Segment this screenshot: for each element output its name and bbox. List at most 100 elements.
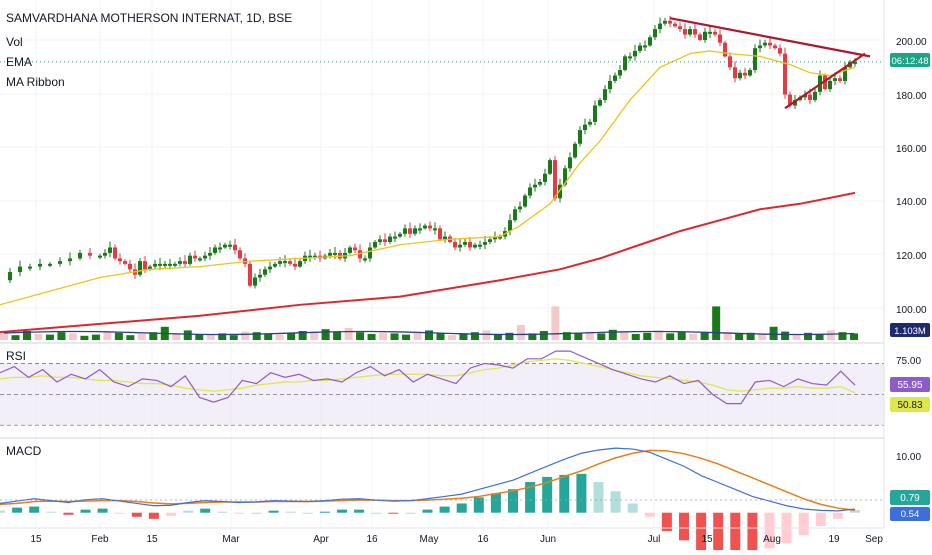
candle-body <box>113 247 117 259</box>
candle-body <box>518 206 522 210</box>
rsi-line <box>0 350 856 405</box>
candle-body <box>28 266 32 269</box>
candle-body <box>393 236 397 239</box>
macd-hist-bar <box>183 510 194 513</box>
legend-vol[interactable]: Vol <box>6 35 23 49</box>
macd-hist-bar <box>166 512 176 516</box>
candle-body <box>248 263 252 286</box>
candle-body <box>408 228 412 234</box>
candle-body <box>668 20 672 24</box>
macd-hist-bar <box>302 512 313 514</box>
candle-body <box>728 56 732 68</box>
volume-bar <box>379 332 388 340</box>
legend-ma-ribbon[interactable]: MA Ribbon <box>6 75 65 89</box>
ma200-line <box>0 191 856 334</box>
candle-body <box>423 225 427 229</box>
countdown-badge <box>890 53 930 67</box>
volume-bar <box>631 334 640 340</box>
candle-body <box>283 261 287 264</box>
volume-bar <box>792 334 801 340</box>
candle-body <box>578 130 582 144</box>
candle-body <box>593 105 597 122</box>
macd-hist-bar <box>559 474 570 513</box>
candle-body <box>48 263 52 266</box>
candle-body <box>563 168 567 185</box>
candle-body <box>708 31 712 34</box>
candle-body <box>453 242 457 248</box>
candle-body <box>653 29 657 38</box>
candle-body <box>598 100 602 106</box>
candle-body <box>778 48 782 54</box>
volume-bar <box>608 329 617 340</box>
volume-bar <box>367 334 376 340</box>
candle-body <box>333 252 337 255</box>
legend-ema[interactable]: EMA <box>6 55 32 69</box>
macd-hist-bar <box>29 506 40 513</box>
macd-signal-badge-text: 0.54 <box>901 509 920 520</box>
macd-hist-bar <box>576 473 587 513</box>
candle-body <box>313 255 317 258</box>
volume-bar <box>758 334 767 340</box>
x-tick-mar: Mar <box>222 534 240 545</box>
macd-hist-bar <box>439 506 450 513</box>
macd-hist-bar <box>371 512 382 514</box>
rsi-signal-badge <box>890 397 930 412</box>
volume-bar <box>68 333 77 340</box>
candle-body <box>688 29 692 35</box>
candle-body <box>683 29 687 35</box>
x-tick-aug19: 19 <box>828 534 840 545</box>
ema-line <box>0 50 856 306</box>
x-tick-jan15: 15 <box>30 534 42 545</box>
candle-body <box>443 236 447 240</box>
macd-hist-bar <box>525 482 536 513</box>
rsi-title[interactable]: RSI <box>6 349 26 363</box>
macd-hist-bar <box>234 512 245 514</box>
macd-hist-bar <box>422 509 433 513</box>
candle-body <box>478 244 482 247</box>
macd-hist-bar <box>405 512 416 514</box>
candle-body <box>328 252 332 256</box>
candle-body <box>218 247 222 250</box>
volume-bar <box>436 332 445 340</box>
macd-title[interactable]: MACD <box>6 444 42 458</box>
candle-body <box>748 70 752 76</box>
volume-bar <box>275 334 284 340</box>
candle-body <box>428 225 432 229</box>
macd-hist-bar <box>285 511 296 513</box>
candle-body <box>833 78 837 81</box>
candle-body <box>98 255 102 258</box>
candle-body <box>308 255 312 258</box>
macd-hist-bar <box>97 508 108 513</box>
candle-body <box>193 255 197 259</box>
volume-bar <box>45 334 54 340</box>
candle-body <box>263 269 267 275</box>
candle-body <box>483 242 487 245</box>
volume-bar <box>735 333 744 340</box>
macd-signal-line <box>0 449 856 511</box>
candle-body <box>388 236 392 243</box>
triangle-trendlines <box>669 17 871 110</box>
volume-bar <box>11 335 20 340</box>
macd-hist-bar <box>661 512 672 532</box>
macd-badge-text: 0.79 <box>900 493 920 504</box>
macd-hist-bar <box>46 511 57 513</box>
symbol-title[interactable]: SAMVARDHANA MOTHERSON INTERNAT, 1D, BSE <box>6 11 292 25</box>
candle-body <box>298 261 302 267</box>
x-tick-jun: Jun <box>540 534 556 545</box>
candle-body <box>788 94 792 106</box>
candle-body <box>163 263 167 266</box>
candle-body <box>58 261 62 264</box>
x-axis[interactable]: 15 Feb 15 Mar Apr 16 May 16 Jun Jul 15 A… <box>30 534 883 545</box>
price-axis[interactable] <box>884 0 932 550</box>
macd-hist-bar <box>388 512 399 514</box>
candle-body <box>678 26 682 30</box>
volume-bar <box>333 331 342 340</box>
volume-bar <box>149 332 158 340</box>
candle-body <box>638 45 642 51</box>
volume-bar <box>677 331 686 340</box>
volume-bar <box>402 334 411 340</box>
candle-body <box>153 263 157 267</box>
candle-body <box>228 244 232 247</box>
